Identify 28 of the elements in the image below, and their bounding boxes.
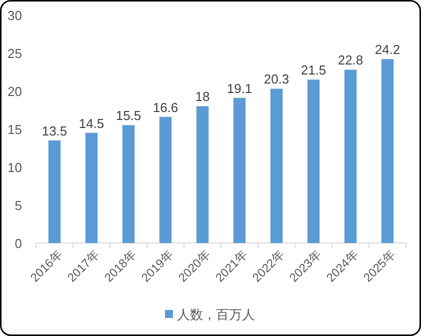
data-label: 15.5 — [116, 108, 142, 124]
data-label: 19.1 — [226, 80, 252, 96]
bar — [159, 116, 172, 243]
bar — [344, 70, 357, 243]
data-label: 18 — [195, 89, 210, 104]
data-label: 14.5 — [78, 116, 104, 131]
data-label: 21.5 — [300, 62, 326, 78]
y-tick-label: 30 — [8, 8, 22, 23]
bar — [270, 88, 283, 243]
legend: 人数，百万人 — [165, 307, 255, 322]
y-tick-label: 15 — [8, 122, 22, 137]
bar — [307, 80, 320, 243]
y-tick-label: 5 — [14, 198, 22, 213]
y-tick-label: 25 — [8, 46, 22, 61]
data-label: 20.3 — [264, 72, 290, 87]
data-label: 13.5 — [42, 123, 68, 138]
data-label: 16.6 — [152, 100, 178, 115]
y-tick-label: 10 — [8, 160, 22, 175]
bar — [122, 125, 135, 243]
bar — [196, 106, 209, 243]
data-label: 24.2 — [374, 42, 400, 58]
bar — [381, 59, 394, 243]
y-tick-label: 20 — [8, 84, 22, 99]
bar — [48, 140, 61, 243]
data-label: 22.8 — [338, 52, 364, 68]
y-tick-label: 0 — [14, 236, 22, 251]
bar — [233, 98, 246, 243]
bar — [85, 132, 98, 243]
